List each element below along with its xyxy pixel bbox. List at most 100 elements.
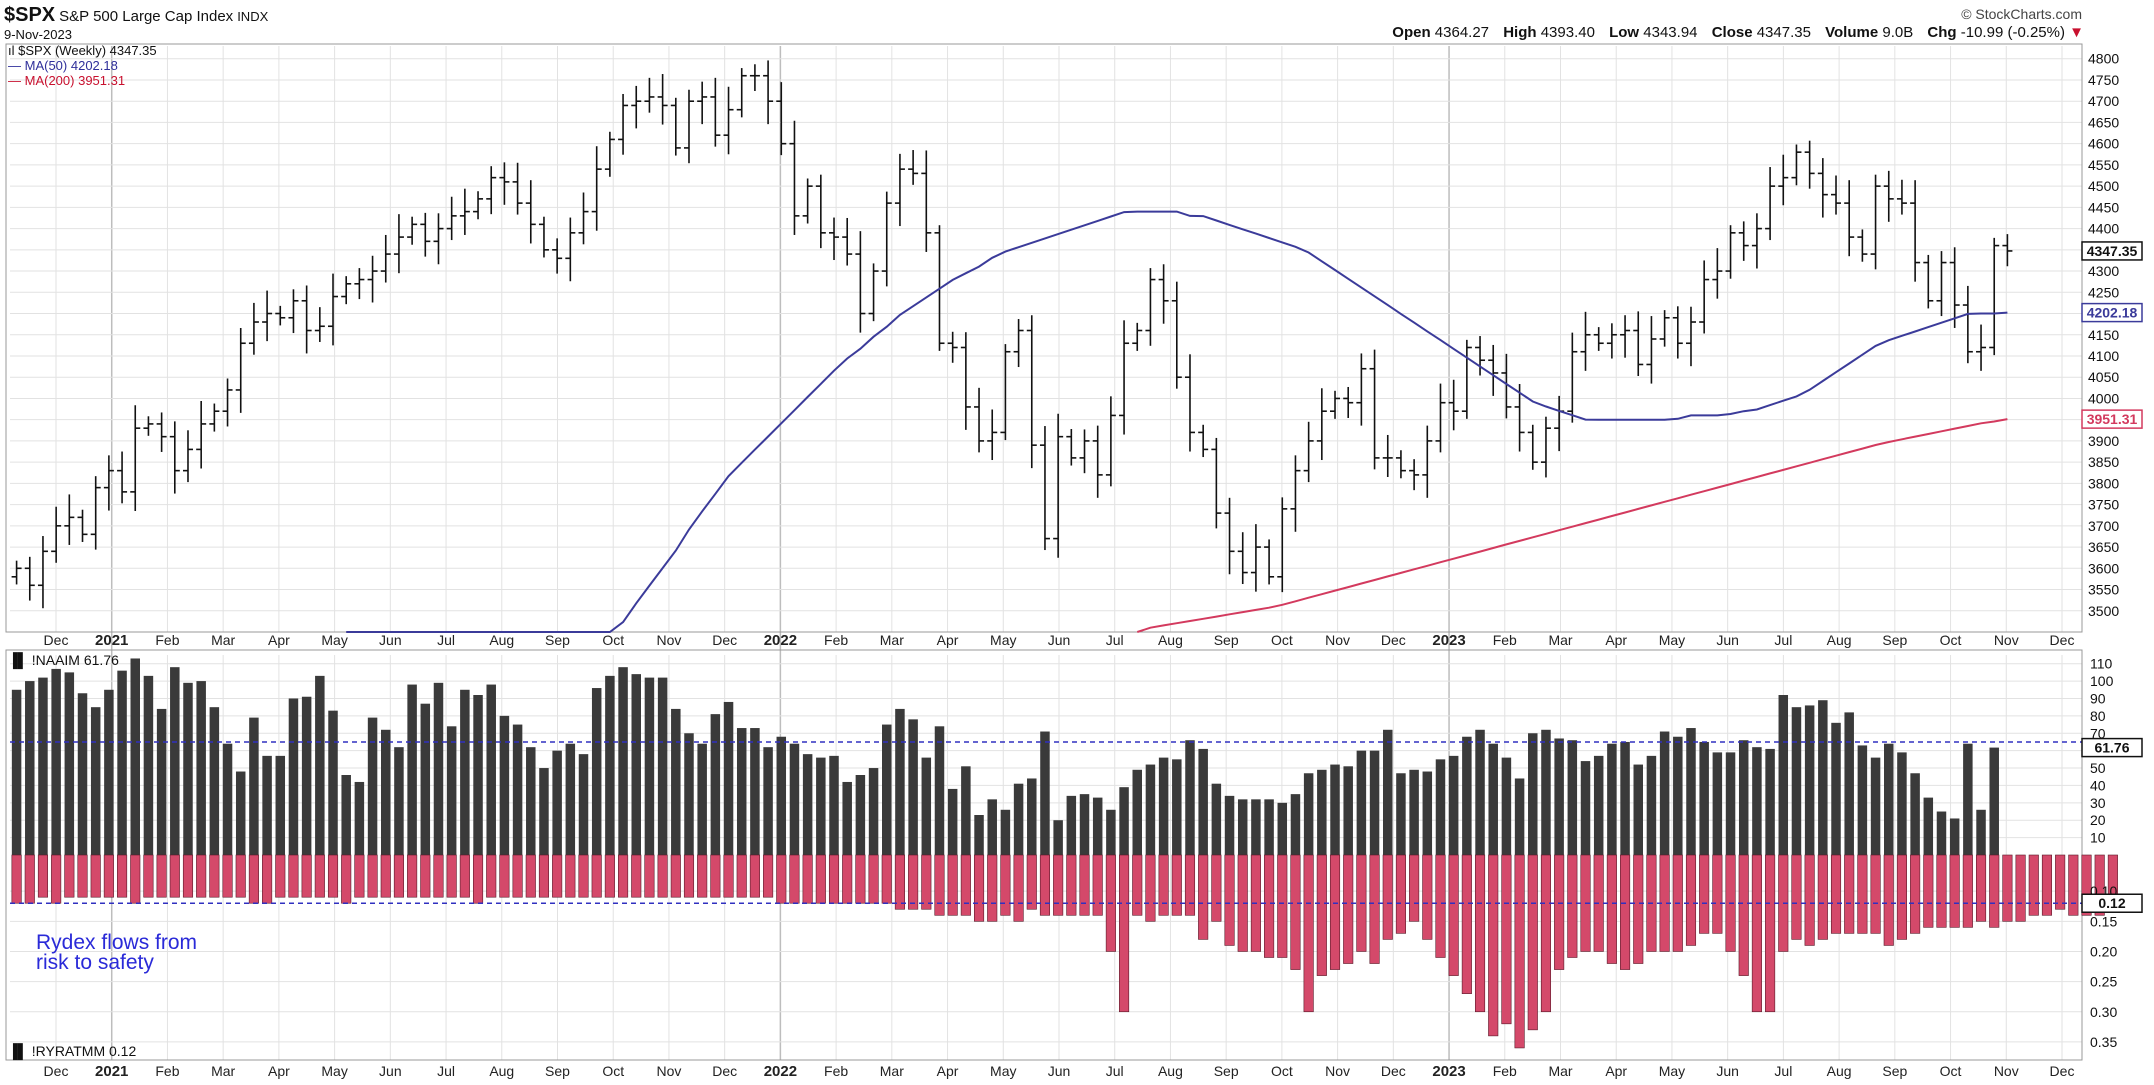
- x-tick-label: Feb: [824, 1063, 848, 1079]
- price-bar: [1580, 311, 1591, 371]
- x-tick-label: May: [990, 1063, 1016, 1079]
- naaim-bar: [1040, 731, 1050, 855]
- rydex-bar: [1844, 854, 1855, 934]
- naaim-bar: [1343, 766, 1353, 855]
- rydex-bar: [1264, 854, 1275, 958]
- naaim-bar: [1778, 695, 1789, 855]
- x-tick-label: Sep: [545, 1063, 570, 1079]
- price-bar: [697, 81, 708, 125]
- rydex-bar: [262, 854, 273, 904]
- rydex-bar: [341, 854, 352, 904]
- rydex-bar: [103, 854, 114, 898]
- naaim-bar: [1989, 747, 1999, 855]
- x-tick-label: Dec: [44, 1063, 69, 1079]
- price-bar: [842, 217, 853, 266]
- price-bar: [209, 403, 220, 432]
- rydex-bar: [1395, 854, 1406, 934]
- x-tick-label: Aug: [1158, 632, 1183, 648]
- rydex-bar: [604, 854, 615, 898]
- rydex-bar: [1119, 854, 1130, 1013]
- naaim-bar: [1910, 773, 1920, 855]
- price-bar: [1092, 425, 1103, 498]
- x-tick-label: Jun: [1716, 1063, 1739, 1079]
- naaim-bar: [1844, 712, 1854, 855]
- naaim-bar: [1936, 811, 1947, 855]
- price-bar: [1448, 379, 1459, 431]
- x-tick-label: Jul: [1106, 632, 1124, 648]
- x-tick-label: Feb: [824, 632, 848, 648]
- naaim-bar: [697, 743, 707, 855]
- rydex-bar: [182, 854, 194, 898]
- naaim-bar: [1646, 755, 1657, 855]
- rydex-bar: [499, 854, 510, 898]
- naaim-bar: [1422, 771, 1433, 855]
- price-bar: [1896, 179, 1907, 215]
- naaim-bar: [684, 733, 694, 855]
- naaim-bar: [1053, 820, 1063, 855]
- price-panel-frame: [5, 43, 2083, 633]
- naaim-bar: [394, 747, 404, 855]
- x-tick-label: Jul: [437, 632, 455, 648]
- price-bar: [1751, 213, 1762, 269]
- x-tick-label: Dec: [1381, 1063, 1406, 1079]
- naaim-bar: [1237, 799, 1248, 855]
- naaim-bar: [1567, 740, 1578, 855]
- rydex-bar: [1474, 854, 1486, 1013]
- x-tick-label: May: [990, 632, 1016, 648]
- rydex-bar: [908, 854, 919, 910]
- naaim-y-tick: 30: [2090, 795, 2106, 811]
- naaim-bar: [170, 667, 180, 855]
- x-tick-label: Dec: [712, 632, 737, 648]
- rydex-bar: [697, 854, 708, 898]
- naaim-bar: [552, 750, 562, 855]
- rydex-bar: [1382, 854, 1393, 940]
- indicator-panel: 1020304050607080901001100.100.150.200.25…: [5, 649, 2143, 1080]
- naaim-bar: [1000, 809, 1011, 855]
- index-name: S&P 500 Large Cap Index: [59, 8, 234, 25]
- naaim-bar: [644, 677, 655, 855]
- price-y-axis: 3500355036003650370037503800385039003950…: [2088, 51, 2119, 619]
- price-bar: [868, 263, 879, 322]
- open-value: 4364.27: [1434, 24, 1490, 41]
- price-bar: [512, 162, 523, 215]
- naaim-bar: [1514, 778, 1525, 855]
- naaim-bar: [763, 747, 773, 855]
- naaim-bar: [1224, 795, 1235, 855]
- rydex-bar: [2002, 854, 2013, 922]
- naaim-bar: [460, 689, 470, 855]
- price-bar: [1725, 225, 1736, 279]
- x-tick-label: May: [321, 1063, 347, 1079]
- rydex-bar: [881, 854, 892, 904]
- naaim-bar: [842, 781, 852, 855]
- naaim-bar: [183, 682, 193, 855]
- price-bar: [1804, 140, 1815, 189]
- price-bar: [486, 166, 497, 215]
- naaim-bar: [1013, 783, 1024, 855]
- price-bar: [1659, 310, 1670, 347]
- x-tick-label: May: [1659, 632, 1685, 648]
- x-tick-label: Oct: [1271, 1063, 1293, 1079]
- rydex-bar: [2094, 854, 2105, 916]
- rydex-bar: [117, 854, 128, 898]
- brand-label[interactable]: © StockCharts.com: [1961, 6, 2082, 22]
- x-tick-label: Jul: [1106, 1063, 1124, 1079]
- rydex-bar: [420, 854, 431, 898]
- rydex-bar: [828, 854, 840, 904]
- price-bar: [1593, 327, 1604, 351]
- naaim-bar: [90, 707, 101, 855]
- price-bar: [855, 231, 866, 333]
- price-bar: [1395, 450, 1406, 479]
- rydex-bar: [380, 854, 391, 898]
- x-tick-label: Aug: [1827, 1063, 1852, 1079]
- price-bar: [169, 421, 180, 494]
- x-tick-label: Apr: [1605, 1063, 1627, 1079]
- x-tick-label: 2021: [95, 1063, 128, 1080]
- rydex-bar: [354, 854, 365, 898]
- price-bar: [552, 238, 563, 274]
- price-bar: [301, 285, 312, 354]
- naaim-bar: [776, 736, 787, 855]
- naaim-bar: [1027, 778, 1037, 855]
- x-tick-label: Mar: [880, 632, 904, 648]
- rydex-bar: [327, 854, 339, 898]
- price-bar: [749, 64, 760, 92]
